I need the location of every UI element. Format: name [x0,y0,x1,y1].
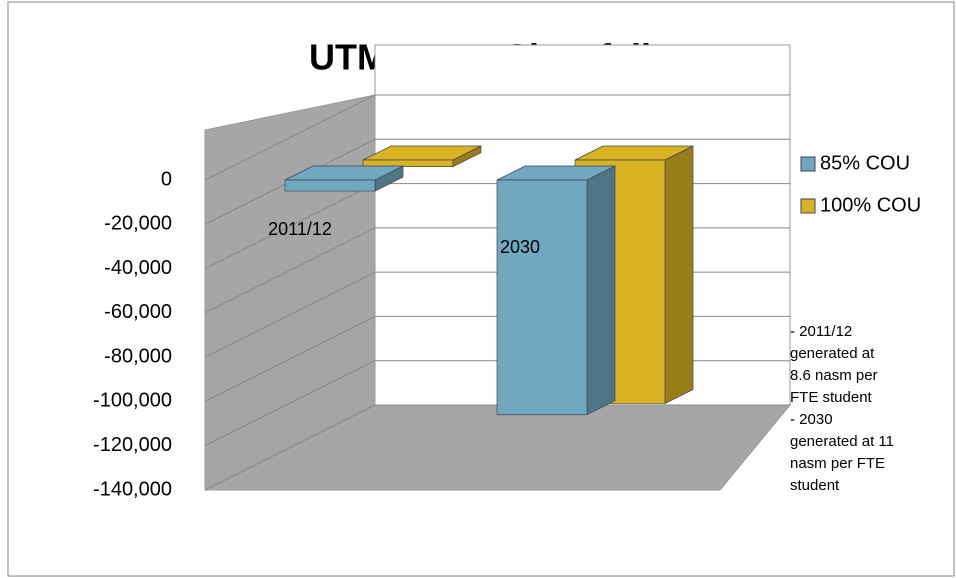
annotation-line: - 2030 [790,411,833,428]
legend-label: 85% COU [820,152,910,174]
y-tick-label: 0 [161,168,172,190]
annotation-line: nasm per FTE [790,455,885,472]
category-label: 2030 [500,237,540,257]
bar-front [496,179,588,416]
bar [284,165,404,192]
grid-line [204,138,790,225]
grid-line [204,404,790,491]
annotation-line: generated at [790,345,875,362]
annotation-line: generated at 11 [790,433,894,450]
bar [496,165,616,416]
category-label: 2011/12 [268,219,332,239]
bar-front [284,179,376,192]
legend-swatch [800,198,816,214]
bar-side [586,165,616,416]
y-tick-label: -140,000 [93,478,172,500]
legend-label: 100% COU [820,194,921,216]
annotation-line: student [790,477,840,494]
y-tick-label: -80,000 [104,345,172,367]
bar-side [664,145,694,405]
y-tick-label: -40,000 [104,257,172,279]
y-tick-label: -120,000 [93,434,172,456]
grid-line [204,94,790,181]
annotation-line: - 2011/12 [790,323,852,340]
annotation-line: 8.6 nasm per [790,367,878,384]
y-tick-label: -100,000 [93,390,172,412]
y-tick-label: -60,000 [104,301,172,323]
y-tick-label: -20,000 [104,213,172,235]
annotation-line: FTE student [790,389,873,406]
bar-front [362,159,454,167]
legend-swatch [800,156,816,172]
bar [362,145,482,168]
